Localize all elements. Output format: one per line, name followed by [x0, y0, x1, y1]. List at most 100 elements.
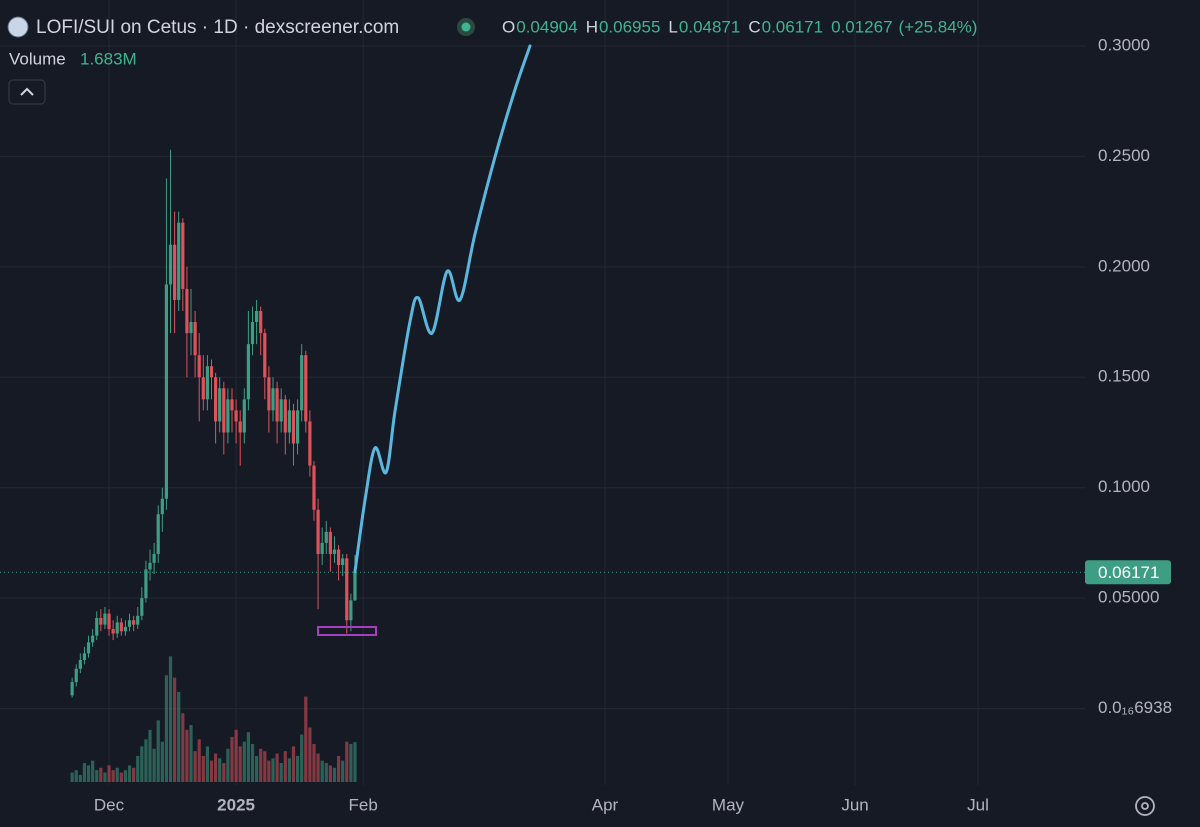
- candle-body: [316, 509, 320, 554]
- candle-body: [345, 558, 349, 621]
- ohlc-value: 0.04871: [679, 17, 740, 36]
- volume-bar: [300, 734, 304, 782]
- settings-button[interactable]: [1135, 796, 1155, 816]
- volume-bar: [111, 770, 115, 782]
- candle-body: [78, 659, 82, 669]
- volume-bar: [148, 729, 152, 782]
- volume-bar: [259, 748, 263, 782]
- volume-bar: [201, 755, 205, 782]
- ohlc-key: C: [748, 17, 760, 36]
- candle-body: [177, 222, 181, 300]
- candle-body: [304, 355, 308, 422]
- volume-bar: [328, 765, 332, 782]
- last-price-label: 0.06171: [1098, 563, 1159, 582]
- candle-body: [99, 618, 103, 625]
- candle-body: [74, 668, 78, 683]
- candle-body: [119, 622, 123, 632]
- volume-bar: [218, 758, 222, 782]
- candle-body: [86, 642, 91, 654]
- candle-body: [230, 399, 234, 411]
- volume-bar: [332, 767, 337, 782]
- volume-bar: [103, 772, 107, 782]
- change-value: 0.01267: [831, 17, 892, 36]
- volume-bar: [242, 741, 246, 782]
- volume-bar: [95, 770, 99, 782]
- candle-body: [341, 558, 345, 566]
- candle-body: [353, 572, 357, 601]
- candle-body: [209, 366, 214, 378]
- candle-body: [218, 388, 222, 422]
- x-tick-label: 2025: [217, 795, 255, 814]
- candle-body: [275, 388, 279, 422]
- candle-body: [259, 310, 263, 334]
- volume-bar: [287, 758, 291, 782]
- token-icon: [7, 16, 29, 38]
- y-tick-label: 0.05000: [1098, 588, 1159, 607]
- volume-bar: [353, 742, 357, 782]
- collapse-button[interactable]: [8, 79, 46, 105]
- volume-bar: [123, 770, 128, 782]
- candle-body: [181, 222, 185, 289]
- volume-bar: [152, 748, 156, 782]
- candle-body: [140, 598, 144, 616]
- candle-body: [148, 562, 152, 570]
- y-tick-label: 0.1000: [1098, 477, 1150, 496]
- volume-bar: [160, 741, 164, 782]
- x-tick-label: May: [712, 795, 745, 814]
- candle-body: [271, 388, 275, 411]
- candle-body: [127, 620, 132, 627]
- candle-body: [336, 549, 341, 566]
- candle-body: [144, 569, 148, 599]
- volume-bar: [132, 767, 136, 782]
- volume-bar: [197, 739, 201, 782]
- candle-body: [152, 553, 156, 563]
- volume-title: Volume: [9, 49, 66, 68]
- candle-body: [324, 531, 328, 543]
- candle-body: [226, 399, 230, 433]
- drawn-box: [317, 626, 377, 636]
- x-tick-label: Dec: [94, 795, 125, 814]
- candle-body: [328, 531, 332, 554]
- axes: 0.0₁₆6938 0.05000 0.1000 0.1500 0.2000 0.2500…: [0, 35, 1172, 814]
- y-tick-label: 0.0₁₆6938: [1098, 698, 1172, 717]
- volume-bar: [164, 675, 169, 782]
- volume-bar: [320, 760, 324, 782]
- candle-body: [70, 682, 74, 696]
- candle-body: [242, 399, 246, 433]
- volume-bar: [312, 744, 316, 782]
- volume-bar: [193, 751, 197, 782]
- x-tick-label: Jun: [841, 795, 868, 814]
- candle-body: [295, 410, 300, 444]
- candle-body: [287, 410, 291, 433]
- volume-bar: [185, 729, 189, 782]
- candle-body: [156, 514, 160, 554]
- x-tick-label: Apr: [592, 795, 619, 814]
- volume-bar: [250, 744, 255, 782]
- candle-body: [115, 622, 119, 634]
- candle-body: [300, 355, 304, 411]
- volume-bar: [295, 755, 300, 782]
- projection: [353, 44, 532, 574]
- ohlc-value: 0.06955: [599, 17, 660, 36]
- ohlc-readout: O 0.04904 H 0.06955 L 0.04871 C 0.06171 0.01267 (…: [502, 17, 977, 36]
- ohlc-key: L: [668, 17, 677, 36]
- volume-bar: [214, 753, 218, 782]
- volume-bar: [173, 677, 177, 782]
- volume-bar: [222, 763, 226, 782]
- projection-line: [353, 44, 532, 574]
- volume-bar: [177, 691, 181, 782]
- volume-bar: [279, 763, 283, 782]
- volume-bar: [181, 713, 185, 782]
- candle-body: [107, 613, 111, 630]
- candle-body: [91, 635, 95, 643]
- grid: [0, 0, 1085, 785]
- volume-bar: [205, 746, 210, 782]
- candle-body: [263, 333, 267, 378]
- candle-body: [82, 653, 87, 660]
- volume-bar: [189, 725, 193, 782]
- volume-bar: [234, 729, 238, 782]
- volume-bar: [230, 736, 234, 782]
- volume-bar: [74, 770, 78, 782]
- candle-body: [95, 618, 99, 636]
